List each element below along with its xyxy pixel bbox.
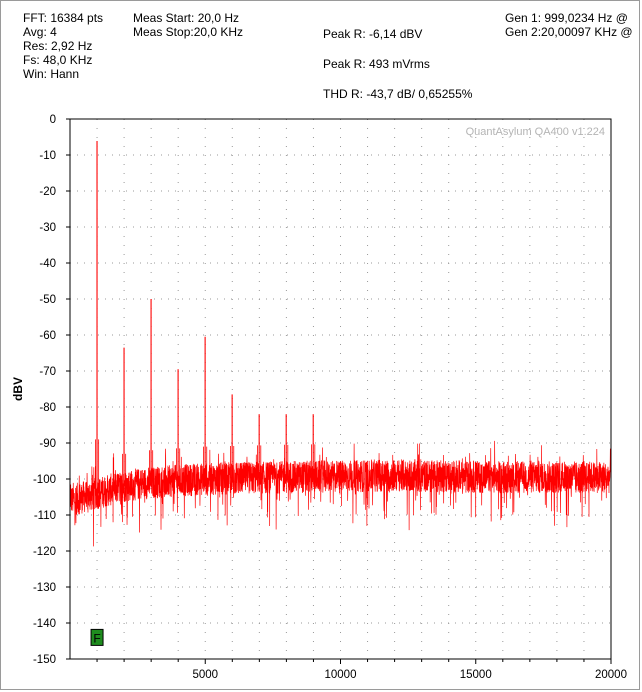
y-tick-label: -150: [33, 654, 56, 666]
y-tick-label: -40: [39, 258, 56, 270]
sample-rate: Fs: 48,0 KHz: [23, 53, 93, 67]
resolution: Res: 2,92 Hz: [23, 39, 93, 53]
y-axis-label: dBV: [11, 377, 25, 401]
y-tick-label: -110: [34, 510, 56, 522]
marker-label: F: [93, 631, 100, 645]
meas-stop: Meas Stop:20,0 KHz: [133, 25, 244, 39]
window-type: Win: Hann: [23, 67, 80, 81]
spectrum-trace: [70, 440, 612, 547]
avg-count: Avg: 4: [23, 25, 57, 39]
y-tick-label: 0: [50, 114, 56, 126]
plot-border: [69, 118, 612, 660]
y-tick-label: -20: [39, 186, 56, 198]
y-tick-label: -60: [39, 330, 56, 342]
y-tick-label: -100: [33, 474, 56, 486]
x-tick-label: 5000: [192, 669, 218, 681]
y-tick-label: -10: [39, 150, 56, 162]
fft-points: FFT: 16384 pts: [23, 11, 104, 25]
gen2: Gen 2:20,00097 KHz @: [505, 25, 633, 39]
y-tick-label: -80: [39, 402, 56, 414]
generator-info: Gen 1: 999,0234 Hz @ Gen 2:20,00097 KHz …: [505, 11, 633, 39]
peak-mvrms: Peak R: 493 mVrms: [323, 57, 430, 71]
x-tick-label: 10000: [325, 669, 357, 681]
y-axis-ticks: 0 -10 -20 -30 -40 -50 -60 -70 -80 -90 -100 -110 -120…: [33, 114, 70, 666]
fft-info: FFT: 16384 pts Avg: 4 Res: 2,92 Hz Fs: 4…: [23, 11, 103, 81]
x-tick-label: 20000: [595, 669, 627, 681]
y-tick-label: -140: [33, 618, 56, 630]
y-tick-label: -90: [39, 438, 56, 450]
marker[interactable]: F: [90, 628, 104, 646]
y-tick-label: -130: [33, 582, 56, 594]
y-tick-label: -70: [39, 366, 56, 378]
peak-dbv: Peak R: -6,14 dBV: [323, 27, 423, 41]
x-tick-label: 15000: [460, 669, 492, 681]
x-axis-ticks: 5000 10000 15000 20000: [96, 659, 627, 681]
marker-box: [90, 628, 104, 646]
trace-group: [70, 140, 612, 547]
y-tick-label: -50: [39, 294, 56, 306]
thd-readout: THD R: -43,7 dB/ 0,65255%: [323, 87, 473, 101]
y-tick-label: -120: [33, 546, 56, 558]
meas-start: Meas Start: 20,0 Hz: [133, 11, 240, 25]
y-tick-label: -30: [39, 222, 56, 234]
gen1: Gen 1: 999,0234 Hz @: [505, 11, 628, 25]
meas-range: Meas Start: 20,0 Hz Meas Stop:20,0 KHz: [133, 11, 243, 39]
watermark: QuantAsylum QA400 v1.224: [466, 126, 605, 138]
